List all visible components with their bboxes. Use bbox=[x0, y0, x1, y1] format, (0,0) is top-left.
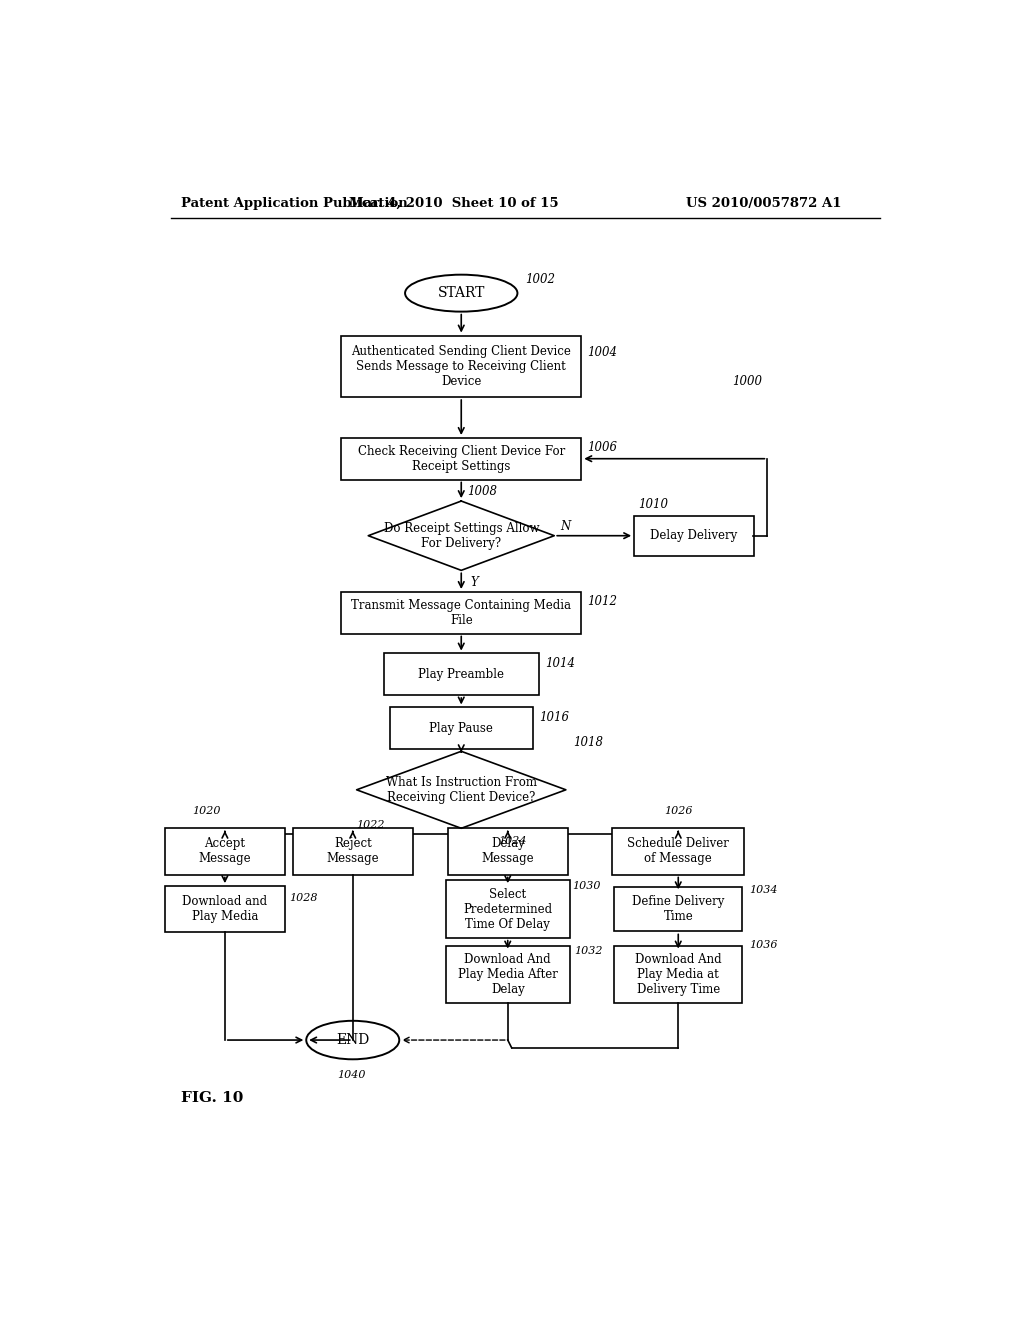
Bar bbox=[165, 886, 285, 932]
Bar bbox=[612, 829, 744, 874]
Text: 1002: 1002 bbox=[524, 273, 555, 286]
Text: 1022: 1022 bbox=[356, 820, 385, 830]
Text: 1004: 1004 bbox=[588, 346, 617, 359]
Text: Transmit Message Containing Media
File: Transmit Message Containing Media File bbox=[351, 599, 571, 627]
Text: Delay
Message: Delay Message bbox=[481, 837, 535, 866]
Text: 1000: 1000 bbox=[732, 375, 763, 388]
Text: Define Delivery
Time: Define Delivery Time bbox=[632, 895, 724, 923]
Ellipse shape bbox=[406, 275, 517, 312]
Bar bbox=[614, 887, 742, 932]
Text: Accept
Message: Accept Message bbox=[199, 837, 251, 866]
Bar bbox=[293, 829, 413, 874]
Text: Reject
Message: Reject Message bbox=[327, 837, 379, 866]
Text: N: N bbox=[560, 520, 570, 533]
Text: Select
Predetermined
Time Of Delay: Select Predetermined Time Of Delay bbox=[463, 887, 552, 931]
Text: 1028: 1028 bbox=[289, 894, 317, 903]
Ellipse shape bbox=[306, 1020, 399, 1059]
Bar bbox=[445, 880, 569, 939]
Text: 1020: 1020 bbox=[193, 807, 221, 816]
Text: 1014: 1014 bbox=[545, 657, 574, 671]
Text: 1034: 1034 bbox=[750, 884, 778, 895]
Text: Delay Delivery: Delay Delivery bbox=[650, 529, 737, 543]
Text: 1018: 1018 bbox=[573, 735, 603, 748]
Text: Download and
Play Media: Download and Play Media bbox=[182, 895, 267, 923]
Bar bbox=[389, 708, 532, 750]
Text: Play Preamble: Play Preamble bbox=[418, 668, 504, 681]
Text: 1024: 1024 bbox=[499, 836, 527, 846]
Bar bbox=[634, 516, 754, 556]
Text: Do Receipt Settings Allow
For Delivery?: Do Receipt Settings Allow For Delivery? bbox=[384, 521, 539, 549]
Text: Check Receiving Client Device For
Receipt Settings: Check Receiving Client Device For Receip… bbox=[357, 445, 565, 473]
Text: Patent Application Publication: Patent Application Publication bbox=[180, 197, 408, 210]
Text: Download And
Play Media After
Delay: Download And Play Media After Delay bbox=[458, 953, 558, 997]
Text: END: END bbox=[336, 1034, 370, 1047]
Text: 1016: 1016 bbox=[539, 711, 568, 723]
Bar bbox=[445, 945, 569, 1003]
Bar bbox=[341, 437, 582, 480]
Text: Authenticated Sending Client Device
Sends Message to Receiving Client
Device: Authenticated Sending Client Device Send… bbox=[351, 345, 571, 388]
Bar bbox=[341, 591, 582, 634]
Bar bbox=[614, 945, 742, 1003]
Bar bbox=[384, 653, 539, 696]
Text: US 2010/0057872 A1: US 2010/0057872 A1 bbox=[686, 197, 842, 210]
Text: Schedule Deliver
of Message: Schedule Deliver of Message bbox=[628, 837, 729, 866]
Text: FIG. 10: FIG. 10 bbox=[180, 1090, 243, 1105]
Text: 1040: 1040 bbox=[337, 1069, 366, 1080]
Polygon shape bbox=[369, 502, 554, 570]
Bar bbox=[447, 829, 568, 874]
Polygon shape bbox=[356, 751, 566, 829]
Text: 1026: 1026 bbox=[665, 807, 693, 816]
Text: Play Pause: Play Pause bbox=[429, 722, 494, 735]
Text: Download And
Play Media at
Delivery Time: Download And Play Media at Delivery Time bbox=[635, 953, 722, 997]
Text: 1010: 1010 bbox=[638, 499, 668, 511]
Bar bbox=[165, 829, 285, 874]
Text: 1008: 1008 bbox=[467, 486, 498, 499]
Text: 1030: 1030 bbox=[572, 880, 600, 891]
Text: 1012: 1012 bbox=[588, 595, 617, 609]
Text: 1036: 1036 bbox=[750, 940, 778, 950]
Bar bbox=[341, 335, 582, 397]
Text: 1032: 1032 bbox=[574, 946, 603, 957]
Text: Mar. 4, 2010  Sheet 10 of 15: Mar. 4, 2010 Sheet 10 of 15 bbox=[349, 197, 558, 210]
Text: What Is Instruction From
Receiving Client Device?: What Is Instruction From Receiving Clien… bbox=[386, 776, 537, 804]
Text: START: START bbox=[437, 286, 485, 300]
Text: Y: Y bbox=[471, 576, 478, 589]
Text: 1006: 1006 bbox=[588, 441, 617, 454]
